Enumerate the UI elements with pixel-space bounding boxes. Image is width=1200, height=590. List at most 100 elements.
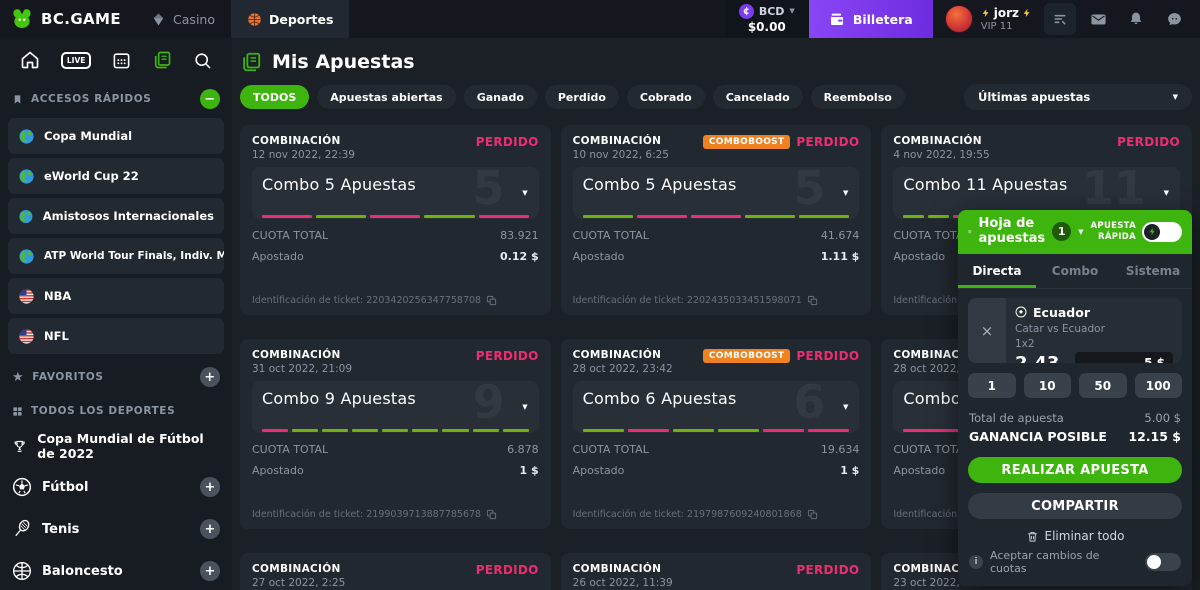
apostado-label: Apostado	[893, 464, 946, 477]
stake-input[interactable]	[1075, 351, 1173, 364]
leg-results-bar	[582, 215, 850, 218]
currency-selector[interactable]: ¢ BCD ▼ $0.00	[724, 0, 809, 38]
chevron-down-icon[interactable]: ▼	[842, 403, 849, 411]
wallet-button[interactable]: Billetera	[808, 0, 933, 38]
live-button[interactable]: LIVE	[60, 51, 92, 69]
chat-button[interactable]	[1158, 3, 1190, 35]
remove-selection-button[interactable]: ×	[968, 297, 1006, 364]
combo-summary[interactable]: Combo 5 Apuestas 5 ▼	[572, 167, 860, 219]
share-button[interactable]: COMPARTIR	[968, 493, 1182, 519]
filter-perdido[interactable]: Perdido	[544, 85, 619, 109]
bet-type: COMBINACIÓN	[572, 563, 662, 575]
transactions-menu-button[interactable]	[1044, 3, 1076, 35]
notifications-button[interactable]	[1120, 3, 1152, 35]
copy-icon[interactable]	[807, 509, 818, 520]
status-badge: PERDIDO	[475, 349, 539, 363]
betslip-header[interactable]: Hoja de apuestas 1 ▼ APUESTA RÁPIDA	[958, 210, 1192, 254]
tab-sistema[interactable]: Sistema	[1125, 263, 1181, 278]
lightning-icon	[1023, 8, 1030, 18]
collapse-button[interactable]: −	[200, 89, 220, 109]
chevron-down-icon[interactable]: ▼	[1163, 189, 1169, 197]
stake-50-button[interactable]: 50	[1079, 373, 1127, 399]
sidebar-item-label: eWorld Cup 22	[44, 169, 139, 183]
sidebar-item-nba[interactable]: NBA	[8, 278, 224, 314]
stake-10-button[interactable]: 10	[1023, 373, 1071, 399]
expand-tenis-button[interactable]: +	[200, 519, 220, 539]
sidebar-item-futbol[interactable]: Fútbol +	[0, 466, 232, 508]
home-button[interactable]	[20, 50, 40, 70]
sidebar-item-tenis[interactable]: Tenis +	[0, 508, 232, 550]
tab-casino[interactable]: Casino	[135, 0, 231, 38]
wallet-icon	[830, 13, 843, 25]
tab-deportes[interactable]: Deportes	[231, 0, 350, 38]
sidebar-item-copa-mundial[interactable]: Copa Mundial	[8, 118, 224, 154]
accept-odds-toggle[interactable]	[1145, 553, 1181, 571]
possible-gain-label: GANANCIA POSIBLE	[969, 429, 1107, 445]
expand-futbol-button[interactable]: +	[200, 477, 220, 497]
bet-card: COMBINACIÓN 27 oct 2022, 2:25 PERDIDO	[240, 553, 551, 590]
bet-card: COMBINACIÓN 12 nov 2022, 22:39 PERDIDO Co…	[240, 125, 551, 315]
combo-summary[interactable]: Combo 5 Apuestas 5 ▼	[252, 167, 539, 219]
sidebar-item-nfl[interactable]: NFL	[8, 318, 224, 354]
globe-icon	[19, 168, 34, 184]
sidebar-item-label: Baloncesto	[42, 563, 123, 579]
tab-deportes-label: Deportes	[269, 11, 334, 27]
username: jorz	[993, 6, 1019, 20]
user-profile[interactable]: jorz VIP 11	[933, 5, 1044, 33]
chevron-down-icon[interactable]: ▼	[522, 403, 528, 411]
info-icon: i	[969, 555, 983, 569]
combo-summary[interactable]: Combo 9 Apuestas 9 ▼	[252, 381, 539, 433]
combo-title: Combo 6 Apuestas	[582, 389, 737, 408]
apostado-label: Apostado	[572, 250, 625, 263]
sidebar-item-baloncesto[interactable]: Baloncesto +	[0, 550, 232, 590]
bet-date: 31 oct 2022, 21:09	[252, 363, 353, 375]
favorites-title: FAVORITOS	[32, 371, 104, 383]
stake-1-button[interactable]: 1	[968, 373, 1016, 399]
quick-bet-label: APUESTA RÁPIDA	[1090, 221, 1136, 242]
apostado-value: 1 $	[519, 464, 539, 477]
bet-date: 12 nov 2022, 22:39	[252, 149, 355, 161]
my-bets-button[interactable]	[152, 50, 172, 70]
search-button[interactable]	[193, 51, 212, 70]
cuota-label: CUOTA TOTAL	[893, 229, 970, 242]
filter-ganado[interactable]: Ganado	[463, 85, 537, 109]
bc-logo[interactable]: BC.GAME	[0, 0, 135, 38]
bet-card: COMBINACIÓN 28 oct 2022, 23:42 COMBOBOOST…	[560, 339, 872, 529]
sort-dropdown[interactable]: Últimas apuestas ▼	[964, 84, 1192, 110]
bet-card: COMBINACIÓN 10 nov 2022, 6:25 COMBOBOOST P…	[560, 125, 872, 315]
tab-combo[interactable]: Combo	[1051, 263, 1099, 278]
sidebar-item-label: ATP World Tour Finals, Indiv. Masc.	[44, 250, 224, 262]
combo-summary[interactable]: Combo 6 Apuestas 6 ▼	[572, 381, 860, 433]
add-favorite-button[interactable]: +	[200, 367, 220, 387]
copy-icon[interactable]	[807, 295, 818, 306]
mail-icon	[1090, 14, 1106, 24]
leg-results-bar	[582, 429, 850, 432]
calendar-button[interactable]	[112, 51, 131, 70]
apostado-label: Apostado	[252, 464, 304, 477]
messages-button[interactable]	[1082, 3, 1114, 35]
copy-icon[interactable]	[486, 295, 497, 306]
filter-todos[interactable]: TODOS	[240, 85, 310, 109]
tab-directa[interactable]: Directa	[958, 254, 1036, 288]
chevron-down-icon[interactable]: ▼	[522, 189, 528, 197]
expand-baloncesto-button[interactable]: +	[200, 561, 220, 581]
filter-cancelado[interactable]: Cancelado	[712, 85, 803, 109]
basketball-icon	[248, 12, 261, 26]
stake-100-button[interactable]: 100	[1134, 373, 1182, 399]
sidebar-item-amistosos[interactable]: Amistosos Internacionales	[8, 198, 224, 234]
copy-icon[interactable]	[486, 509, 497, 520]
us-flag-icon	[19, 288, 34, 304]
quick-bet-toggle[interactable]	[1142, 221, 1182, 242]
filter-cobrado[interactable]: Cobrado	[626, 85, 705, 109]
place-bet-button[interactable]: REALIZAR APUESTA	[968, 457, 1182, 484]
status-badge: PERDIDO	[796, 563, 860, 577]
lightning-icon	[982, 8, 989, 18]
sidebar-item-world-cup-2022[interactable]: Copa Mundial de Fútbol de 2022	[0, 426, 232, 466]
sidebar-item-atp-finals[interactable]: ATP World Tour Finals, Indiv. Masc.	[8, 238, 224, 274]
filter-reembolso[interactable]: Reembolso	[810, 85, 905, 109]
clear-all-button[interactable]: Eliminar todo	[968, 529, 1182, 543]
sidebar-item-eworld-cup[interactable]: eWorld Cup 22	[8, 158, 224, 194]
ticket-id: Identificación de ticket: 22034202563477…	[252, 295, 482, 306]
filter-apuestas-abiertas[interactable]: Apuestas abiertas	[317, 85, 456, 109]
chevron-down-icon[interactable]: ▼	[842, 189, 849, 197]
